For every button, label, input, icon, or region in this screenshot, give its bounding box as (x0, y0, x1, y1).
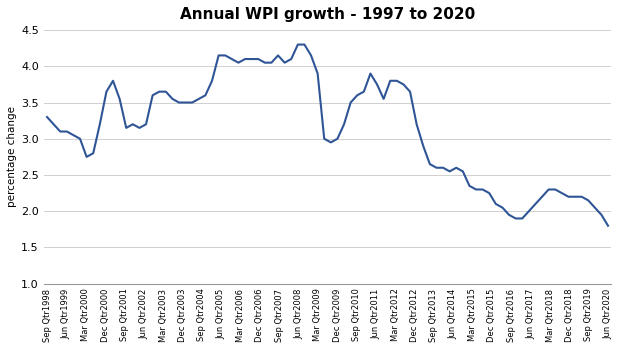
Y-axis label: percentage change: percentage change (7, 106, 17, 207)
Title: Annual WPI growth - 1997 to 2020: Annual WPI growth - 1997 to 2020 (180, 7, 475, 22)
